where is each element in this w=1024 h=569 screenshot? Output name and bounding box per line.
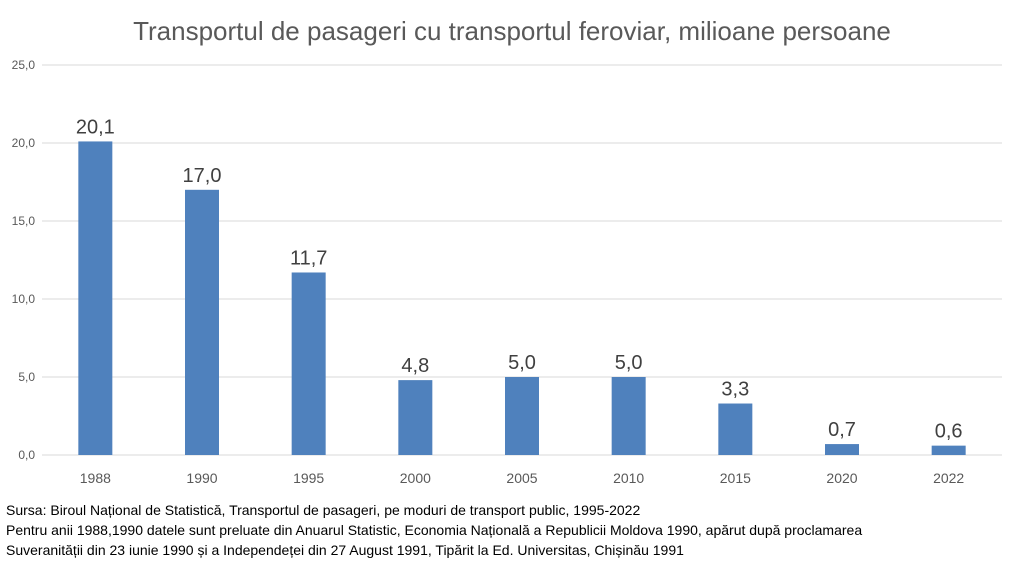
data-label: 0,6 (935, 421, 963, 443)
chart-area: Transportul de pasageri cu transportul f… (12, 16, 1002, 486)
y-axis-tick-labels: 0,0 5,0 10,0 15,0 20,0 25,0 (12, 58, 36, 462)
bar-chart: Transportul de pasageri cu transportul f… (12, 16, 1002, 486)
source-notes: Sursa: Biroul Național de Statistică, Tr… (6, 500, 1018, 560)
x-tick-label: 2022 (933, 470, 964, 486)
data-label: 5,0 (615, 352, 643, 374)
data-label: 20,1 (76, 116, 115, 138)
bar (505, 377, 539, 455)
x-tick-label: 1990 (186, 470, 217, 486)
note-line-2: Pentru anii 1988,1990 datele sunt prelua… (6, 522, 863, 538)
y-tick-label: 5,0 (18, 370, 35, 384)
note-line-3: Suveranității din 23 iunie 1990 și a Ind… (6, 542, 684, 558)
x-tick-label: 2020 (826, 470, 857, 486)
bar (78, 141, 113, 455)
data-labels: 20,1 17,0 11,7 4,8 5,0 5,0 3,3 0,7 0,6 (76, 116, 963, 442)
x-axis-category-labels: 1988 1990 1995 2000 2005 2010 2015 2020 2022 (80, 470, 965, 486)
y-tick-label: 15,0 (12, 214, 36, 228)
data-label: 0,7 (828, 419, 856, 441)
bar (185, 189, 219, 456)
data-label: 4,8 (401, 355, 429, 377)
x-tick-label: 2000 (400, 470, 431, 486)
bar (398, 380, 433, 455)
y-tick-label: 25,0 (12, 58, 36, 72)
data-label: 3,3 (721, 379, 749, 401)
y-tick-label: 0,0 (18, 448, 35, 462)
bar (825, 444, 859, 455)
x-tick-label: 2010 (613, 470, 644, 486)
bar (291, 272, 326, 455)
y-tick-label: 10,0 (12, 292, 36, 306)
bars (78, 141, 966, 456)
x-tick-label: 2005 (506, 470, 537, 486)
x-tick-label: 1995 (293, 470, 324, 486)
bar (611, 377, 646, 455)
bar (718, 403, 753, 455)
bar (931, 445, 966, 455)
data-label: 17,0 (183, 165, 222, 187)
source-line: Sursa: Biroul Național de Statistică, Tr… (6, 502, 641, 518)
data-label: 11,7 (290, 247, 327, 269)
data-label: 5,0 (508, 352, 536, 374)
x-tick-label: 1988 (80, 470, 111, 486)
chart-title: Transportul de pasageri cu transportul f… (133, 16, 891, 46)
y-tick-label: 20,0 (12, 136, 36, 150)
x-tick-label: 2015 (720, 470, 751, 486)
